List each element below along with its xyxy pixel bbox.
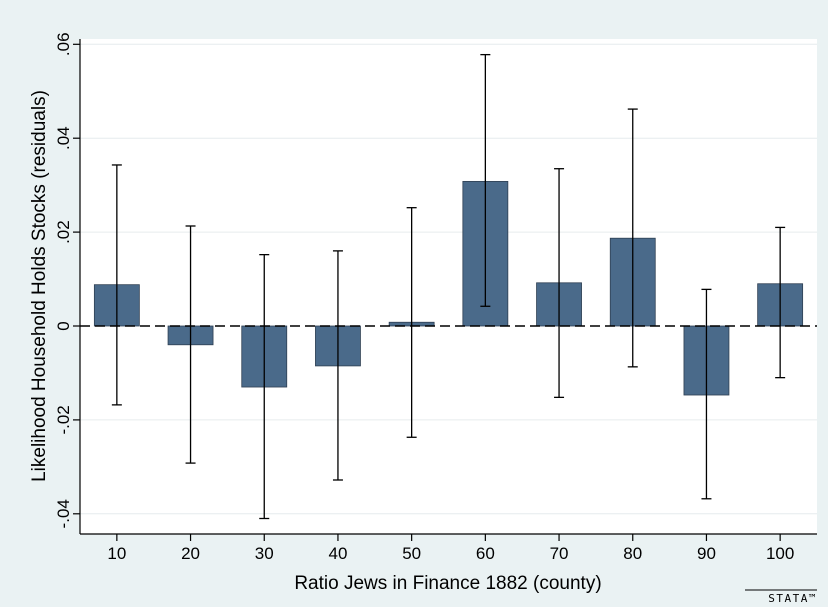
x-axis: 10 20 30 40 50 60 70 80 90 100 (80, 533, 817, 563)
error-bar-90 (701, 288, 712, 500)
x-tick-label-50: 50 (402, 544, 421, 563)
error-bar-20 (185, 225, 196, 464)
y-tick-label-5: .06 (54, 32, 73, 56)
error-bar-30 (259, 253, 270, 520)
error-bar-100 (775, 226, 786, 379)
error-bar-50 (406, 207, 417, 438)
error-bar-70 (554, 168, 565, 399)
x-tick-label-40: 40 (328, 544, 347, 563)
y-axis: -.04 -.02 0 .02 .04 .06 (54, 32, 81, 534)
y-tick-label-0: -.04 (54, 499, 73, 528)
x-axis-title: Ratio Jews in Finance 1882 (county) (294, 573, 601, 594)
error-bars (111, 53, 786, 520)
y-tick-label-2: 0 (54, 321, 73, 330)
x-tick-label-90: 90 (697, 544, 716, 563)
x-tick-label-20: 20 (181, 544, 200, 563)
error-bar-60 (480, 53, 491, 307)
x-tick-label-10: 10 (107, 544, 126, 563)
x-tick-label-80: 80 (623, 544, 642, 563)
y-tick-label-1: -.02 (54, 405, 73, 434)
y-tick-label-4: .04 (54, 126, 73, 150)
y-axis-title: Likelihood Household Holds Stocks (resid… (29, 90, 50, 482)
x-tick-label-100: 100 (766, 544, 794, 563)
error-bar-80 (627, 108, 638, 368)
error-bar-40 (332, 250, 343, 481)
svg-text:STATA™: STATA™ (768, 592, 817, 605)
x-tick-label-30: 30 (255, 544, 274, 563)
error-bar-10 (111, 164, 122, 406)
x-tick-label-70: 70 (550, 544, 569, 563)
stata-logo: STATA™ (745, 589, 817, 605)
gridlines (80, 43, 817, 515)
y-tick-label-3: .02 (54, 220, 73, 244)
x-tick-label-60: 60 (476, 544, 495, 563)
plot-area (80, 39, 817, 534)
